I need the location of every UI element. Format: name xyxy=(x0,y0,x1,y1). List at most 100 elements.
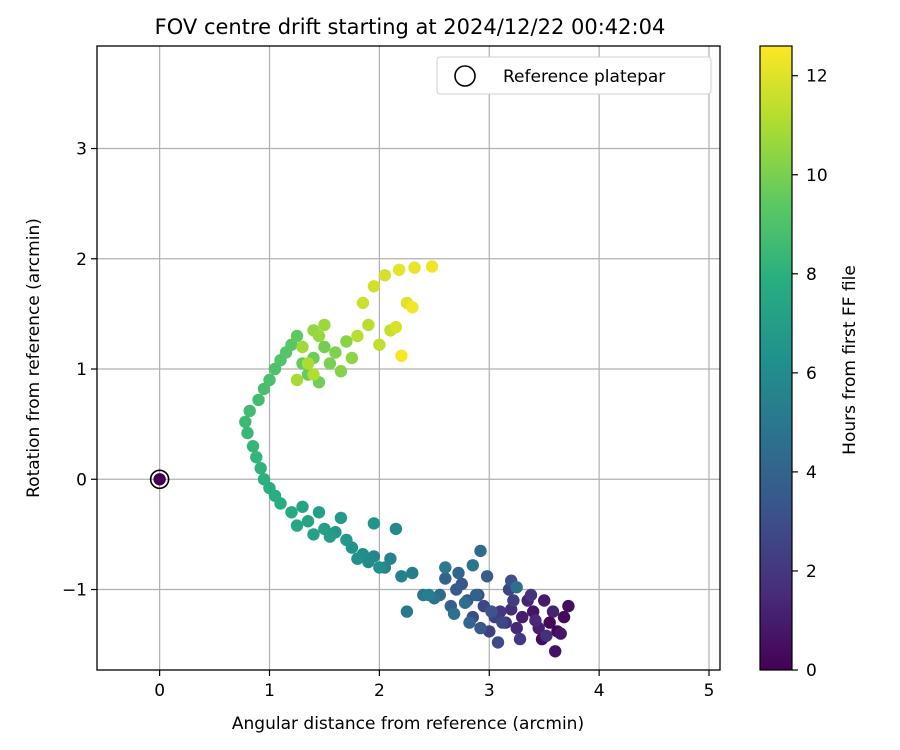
data-point xyxy=(301,357,315,370)
colorbar-tick-label: 0 xyxy=(806,661,817,681)
data-point xyxy=(243,404,256,418)
x-tick-label: 5 xyxy=(704,681,715,701)
data-point xyxy=(543,616,556,629)
data-point xyxy=(395,349,408,362)
data-point xyxy=(285,506,298,519)
data-point xyxy=(307,368,320,381)
data-point xyxy=(516,610,529,624)
x-axis-ticks: 0 1 2 3 4 5 xyxy=(154,670,714,701)
data-point xyxy=(318,318,331,332)
data-point xyxy=(312,329,326,343)
data-point xyxy=(340,335,353,348)
data-point xyxy=(474,621,487,635)
data-point xyxy=(491,636,505,649)
y-axis-label: Rotation from reference (arcmin) xyxy=(24,218,44,498)
x-tick-label: 3 xyxy=(484,681,495,701)
data-point xyxy=(485,605,498,618)
y-tick-label: 1 xyxy=(76,360,87,380)
data-point xyxy=(510,621,523,635)
data-point xyxy=(329,346,342,359)
data-point xyxy=(408,261,421,274)
data-point xyxy=(290,519,304,532)
x-tick-label: 2 xyxy=(374,681,385,701)
data-point xyxy=(549,645,562,658)
data-point xyxy=(562,599,575,613)
data-point xyxy=(345,351,359,365)
data-point xyxy=(439,572,452,585)
data-point xyxy=(395,570,408,583)
data-point xyxy=(356,296,370,310)
data-point xyxy=(296,340,309,354)
y-tick-label: 0 xyxy=(76,470,87,490)
data-point xyxy=(257,473,271,486)
reference-platepar-marker xyxy=(149,469,170,490)
data-point xyxy=(334,365,348,378)
data-points xyxy=(153,260,575,658)
y-tick-label: 3 xyxy=(76,140,87,160)
chart-title: FOV centre drift starting at 2024/12/22 … xyxy=(155,15,666,39)
data-point xyxy=(362,318,375,332)
data-point xyxy=(389,320,403,334)
data-point xyxy=(373,561,386,574)
data-point xyxy=(458,596,472,609)
data-point xyxy=(318,340,331,354)
data-point xyxy=(312,506,326,519)
colorbar: 0 2 4 6 8 10 12 Hours from first FF file xyxy=(759,45,860,681)
data-point xyxy=(447,607,461,620)
colorbar-tick-label: 12 xyxy=(806,67,828,87)
colorbar-label: Hours from first FF file xyxy=(840,265,860,455)
colorbar-tick-label: 8 xyxy=(806,265,817,285)
data-point xyxy=(334,511,348,525)
colorbar-tick-label: 6 xyxy=(806,364,817,384)
data-point xyxy=(301,515,315,528)
data-point xyxy=(425,260,439,273)
data-point xyxy=(351,552,364,565)
data-point xyxy=(263,373,276,387)
legend-label: Reference platepar xyxy=(503,67,665,87)
data-point xyxy=(367,517,381,530)
data-point xyxy=(367,280,381,293)
legend: Reference platepar xyxy=(436,56,712,95)
data-point xyxy=(524,588,538,602)
legend-box xyxy=(436,56,712,95)
data-point xyxy=(296,500,309,513)
data-point xyxy=(246,440,260,453)
x-tick-label: 0 xyxy=(154,681,165,701)
colorbar-gradient xyxy=(759,45,793,671)
data-point xyxy=(546,605,560,618)
data-point xyxy=(474,544,487,558)
data-point xyxy=(323,357,337,370)
data-point xyxy=(257,382,271,396)
data-point xyxy=(290,373,304,387)
data-point xyxy=(252,393,265,407)
data-point xyxy=(389,522,403,536)
colorbar-tick-label: 2 xyxy=(806,562,817,582)
data-point xyxy=(239,415,252,429)
colorbar-tick-label: 4 xyxy=(806,463,817,483)
data-point xyxy=(513,632,527,646)
data-point xyxy=(557,610,571,624)
data-point xyxy=(422,588,435,602)
data-point xyxy=(307,528,320,541)
data-point xyxy=(290,329,304,343)
x-tick-label: 1 xyxy=(264,681,275,701)
data-point xyxy=(373,338,386,351)
x-axis-label: Angular distance from reference (arcmin) xyxy=(232,714,584,734)
data-point xyxy=(450,583,463,596)
data-point xyxy=(351,329,364,343)
data-point xyxy=(507,594,520,607)
colorbar-tick-label: 10 xyxy=(806,166,828,186)
data-point xyxy=(318,522,331,536)
data-point xyxy=(378,269,392,282)
data-point xyxy=(406,301,419,314)
data-point xyxy=(480,570,494,583)
data-point xyxy=(241,426,254,440)
data-point xyxy=(463,616,476,629)
data-point xyxy=(540,629,553,642)
reference-point xyxy=(153,473,166,486)
data-point xyxy=(340,533,353,547)
data-point xyxy=(510,581,523,594)
data-point xyxy=(400,605,414,618)
data-point xyxy=(250,451,263,464)
